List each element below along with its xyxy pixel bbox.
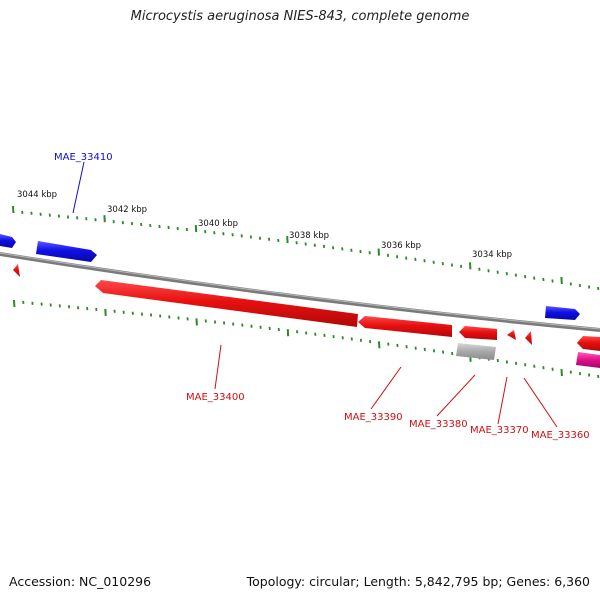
gene-label-reverse[interactable]: MAE_33380 [409,419,468,430]
genome-backbone [0,252,600,332]
gene-reverse-right-edge[interactable] [577,336,600,351]
gene-reverse-mae-33400[interactable] [95,280,358,327]
gene-label-forward[interactable]: MAE_33410 [54,152,113,163]
gene-reverse-mae-33370[interactable] [507,330,516,340]
scale-ticks-inner [13,299,600,379]
gene-forward-right[interactable] [545,306,580,320]
feature-pink[interactable] [576,352,600,368]
genome-summary-text: Topology: circular; Length: 5,842,795 bp… [246,574,590,589]
gene-label-reverse[interactable]: MAE_33360 [531,430,590,441]
label-leader-line [72,161,85,214]
gene-label-reverse[interactable]: MAE_33400 [186,392,245,403]
scale-label: 3038 kbp [289,231,329,241]
page-title: Microcystis aeruginosa NIES-843, complet… [130,9,470,24]
gene-reverse-mae-33360[interactable] [525,331,532,345]
label-leader-line [214,344,222,390]
label-leader-line [370,366,402,410]
genome-backbone-highlight [0,252,600,330]
scale-label: 3034 kbp [472,250,512,260]
gene-reverse-small-left[interactable] [13,264,20,277]
gene-forward-left-edge[interactable] [0,234,16,248]
gene-reverse-mae-33380[interactable] [459,326,497,340]
accession-text: Accession: NC_010296 [9,574,152,589]
scale-ticks-outer [12,205,600,291]
scale-label: 3040 kbp [198,219,238,229]
gene-label-reverse[interactable]: MAE_33370 [470,425,529,436]
gene-forward-mae-33410[interactable] [36,241,97,262]
scale-label: 3036 kbp [381,241,421,251]
scale-label: 3042 kbp [107,205,147,215]
label-leader-line [497,376,508,425]
label-leader-line [436,374,476,417]
gene-label-reverse[interactable]: MAE_33390 [344,412,403,423]
label-leader-line [523,377,558,428]
scale-label: 3044 kbp [17,190,57,200]
gene-reverse-mae-33390[interactable] [358,316,452,337]
feature-gray[interactable] [456,343,496,360]
